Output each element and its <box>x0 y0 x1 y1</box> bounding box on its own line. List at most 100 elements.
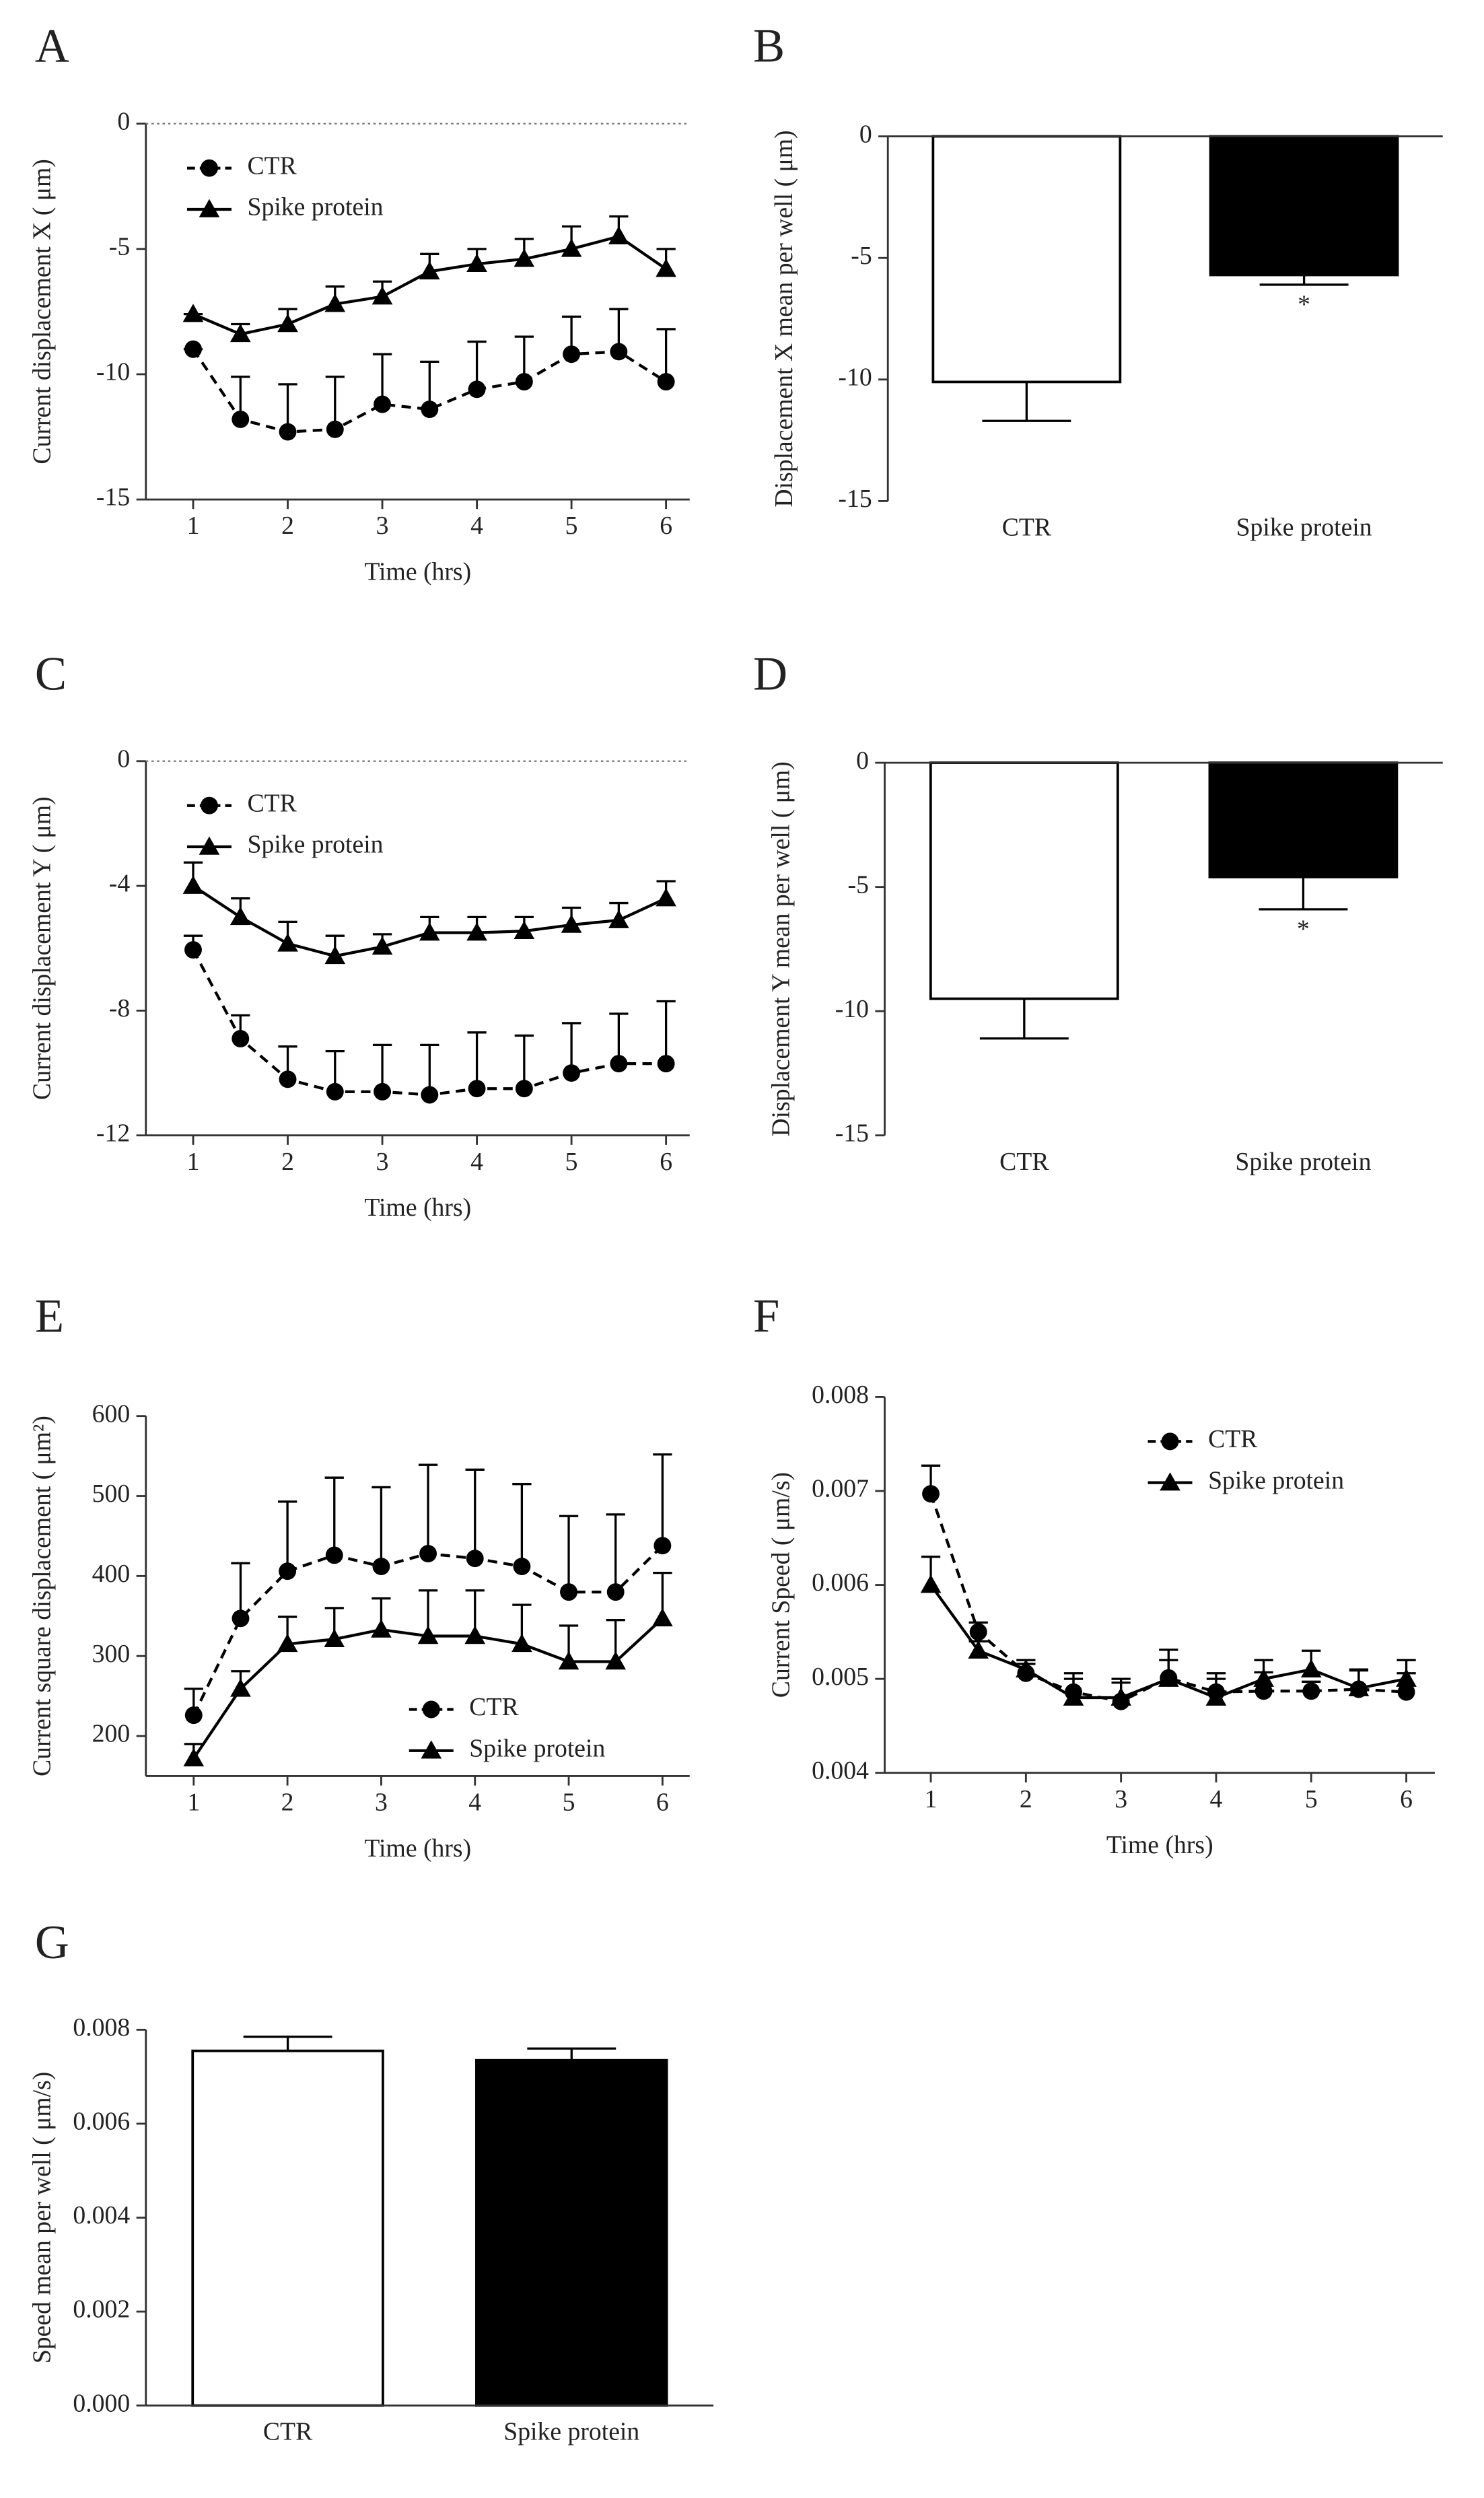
data-point <box>229 907 251 926</box>
data-point <box>324 946 346 965</box>
error-bar <box>1259 275 1349 286</box>
legend-label: Spike protein <box>248 193 384 221</box>
data-point <box>324 1628 345 1648</box>
error-bar <box>418 1463 438 1554</box>
data-point <box>657 1055 675 1073</box>
legend-marker <box>201 796 218 814</box>
x-tick-label: 3 <box>376 1148 389 1176</box>
y-tick-label: -4 <box>109 870 131 898</box>
x-axis-label: Time (hrs) <box>364 1193 471 1222</box>
legend-marker <box>1160 1472 1180 1491</box>
y-tick-label: -10 <box>835 995 869 1023</box>
data-point <box>421 1086 439 1104</box>
data-point <box>182 304 204 322</box>
y-tick-label: -15 <box>838 485 872 513</box>
y-tick-label: -10 <box>838 363 872 391</box>
x-tick-label: Spike protein <box>1236 513 1372 541</box>
data-point <box>421 401 439 419</box>
x-tick-label: CTR <box>263 2418 313 2446</box>
panel-label: D <box>753 648 787 700</box>
error-bar <box>467 1031 487 1089</box>
y-tick-label: -10 <box>96 358 130 386</box>
data-point <box>183 1747 205 1767</box>
data-point <box>324 293 346 312</box>
data-point <box>1302 1682 1320 1700</box>
y-axis-label: Current Speed ( μm/s) <box>767 1472 795 1698</box>
data-point <box>606 1583 625 1601</box>
legend-label: Spike protein <box>469 1734 605 1762</box>
error-bar <box>656 1000 676 1064</box>
legend-label: Spike protein <box>248 831 384 859</box>
data-point <box>969 1623 987 1641</box>
data-point <box>277 1634 298 1653</box>
data-point <box>371 1619 392 1638</box>
error-bar <box>656 328 676 382</box>
data-point <box>1016 1659 1036 1677</box>
error-bar <box>277 1500 297 1572</box>
error-bar <box>606 1513 625 1593</box>
error-bar <box>979 998 1069 1040</box>
data-point <box>608 225 629 245</box>
y-axis-label: Current displacement Y ( μm) <box>28 796 57 1100</box>
bar <box>929 761 1119 1000</box>
panel-label: A <box>35 20 69 73</box>
data-point <box>466 1550 484 1568</box>
y-tick-label: 400 <box>92 1560 131 1588</box>
data-point <box>230 1678 251 1697</box>
error-bar <box>559 1515 579 1593</box>
significance-mark: * <box>1297 915 1310 943</box>
data-point <box>1253 1668 1274 1687</box>
x-tick-label: Spike protein <box>503 2418 639 2446</box>
data-point <box>232 1030 250 1048</box>
data-point <box>229 324 251 343</box>
y-tick-label: 0.005 <box>812 1663 869 1691</box>
bar <box>191 2049 384 2407</box>
significance-mark: * <box>1298 291 1310 319</box>
x-tick-label: Spike protein <box>1235 1148 1371 1176</box>
data-point <box>514 248 535 267</box>
data-point <box>374 395 392 413</box>
x-tick-label: 5 <box>565 1148 578 1176</box>
data-point <box>515 1080 533 1098</box>
data-point <box>563 1064 581 1082</box>
y-tick-label: 0.006 <box>73 2108 130 2136</box>
x-tick-label: 2 <box>281 1788 294 1816</box>
y-tick-label: 0.000 <box>73 2389 130 2417</box>
legend-marker <box>1161 1432 1179 1451</box>
data-point <box>184 340 202 358</box>
data-point <box>326 420 344 438</box>
data-point <box>232 1609 250 1628</box>
x-tick-label: 5 <box>1305 1785 1318 1813</box>
data-point <box>232 410 250 428</box>
x-tick-label: 4 <box>468 1788 481 1816</box>
x-tick-label: 2 <box>281 1148 294 1176</box>
y-tick-label: -12 <box>96 1119 130 1147</box>
y-tick-label: 0 <box>117 744 130 773</box>
x-tick-label: 1 <box>187 512 200 540</box>
x-tick-label: 2 <box>281 512 294 540</box>
y-tick-label: 300 <box>92 1640 131 1668</box>
data-point <box>466 922 487 941</box>
error-bar <box>512 1483 532 1567</box>
y-tick-label: 200 <box>92 1720 131 1748</box>
y-tick-label: -15 <box>96 483 130 512</box>
bar <box>931 135 1122 384</box>
data-point <box>920 1574 942 1593</box>
y-axis-label: Displacement Y mean per well ( μm) <box>767 761 795 1136</box>
data-point <box>277 933 298 952</box>
x-tick-label: 4 <box>470 1148 483 1176</box>
error-bar <box>324 1476 344 1556</box>
y-tick-label: 600 <box>92 1399 131 1428</box>
y-tick-label: 500 <box>92 1480 131 1508</box>
data-point <box>184 1706 203 1725</box>
bar <box>475 2058 668 2407</box>
data-point <box>417 1626 439 1644</box>
data-point <box>419 922 440 941</box>
series-line <box>192 234 667 336</box>
data-point <box>514 920 535 940</box>
data-point <box>657 373 675 391</box>
error-bar <box>231 1562 250 1619</box>
y-tick-label: 0.008 <box>812 1381 869 1409</box>
data-point <box>1300 1659 1322 1677</box>
x-tick-label: 3 <box>376 512 389 540</box>
